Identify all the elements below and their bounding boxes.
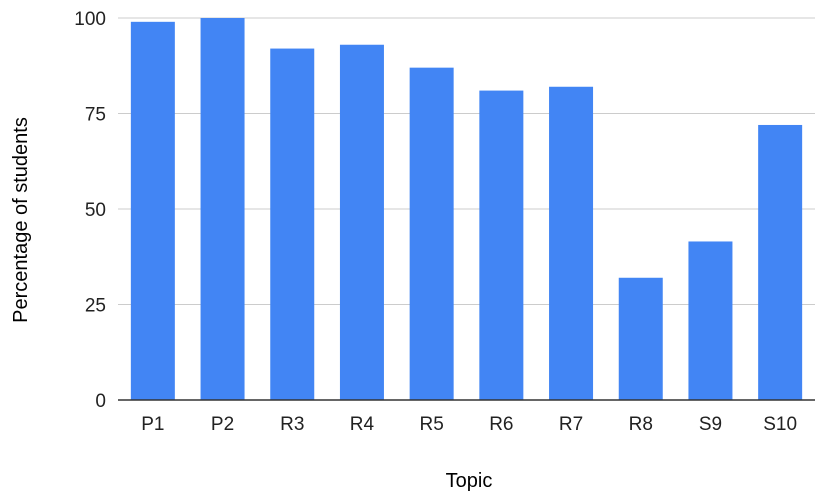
x-tick-label: R4 [350, 414, 375, 435]
y-tick-label: 0 [95, 391, 106, 412]
y-tick-label: 75 [85, 105, 106, 126]
bar-r4 [339, 44, 384, 401]
bar-s9 [688, 241, 733, 400]
y-tick-label: 100 [74, 9, 106, 30]
y-tick-label: 50 [85, 200, 106, 221]
bar-r7 [549, 86, 594, 400]
x-tick-label: R6 [489, 414, 513, 435]
x-tick-label: R5 [420, 414, 444, 435]
x-tick-label: P2 [211, 414, 234, 435]
x-axis-label: Topic [446, 470, 493, 492]
bar-p1 [130, 21, 175, 400]
x-tick-label: R7 [559, 414, 583, 435]
bar-r3 [270, 48, 315, 401]
y-axis-label: Percentage of students [10, 117, 32, 323]
bar-r6 [479, 90, 524, 400]
bars [130, 18, 803, 401]
x-tick-label: S10 [763, 414, 797, 435]
x-tick-label: R8 [629, 414, 653, 435]
x-tick-label: R3 [280, 414, 304, 435]
y-tick-label: 25 [85, 296, 106, 317]
bar-p2 [200, 18, 245, 400]
x-tick-label: P1 [141, 414, 164, 435]
bar-r8 [618, 277, 663, 400]
bar-s10 [758, 124, 803, 401]
x-tick-label: S9 [699, 414, 722, 435]
tick-labels: 0 25 50 75 100 P1 P2 R3 R4 R5 R6 R7 R8 S9 S10 [74, 9, 797, 435]
bar-r5 [409, 67, 454, 400]
